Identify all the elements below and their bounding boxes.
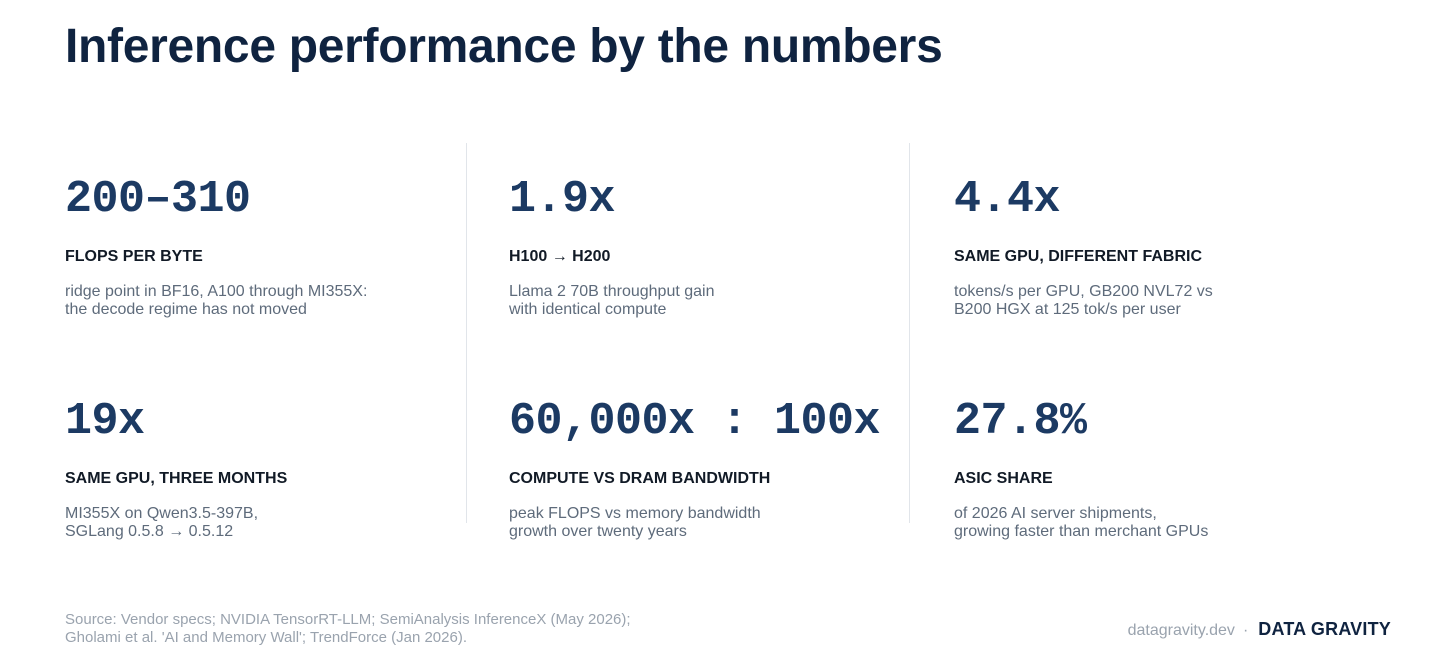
stat-card-h100-h200: 1.9x H100 → H200 Llama 2 70B throughput … bbox=[509, 175, 909, 319]
stat-value: 19x bbox=[65, 396, 145, 447]
stat-description-line: MI355X on Qwen3.5-397B, bbox=[65, 505, 259, 522]
stat-card-different-fabric: 4.4x SAME GPU, DIFFERENT FABRIC tokens/s… bbox=[954, 175, 1354, 319]
stat-label: COMPUTE VS DRAM BANDWIDTH bbox=[509, 470, 771, 487]
stat-label: SAME GPU, DIFFERENT FABRIC bbox=[954, 248, 1203, 265]
stat-card-asic-share: 27.8% ASIC SHARE of 2026 AI server shipm… bbox=[954, 397, 1354, 541]
stat-description: of 2026 AI server shipments, growing fas… bbox=[954, 505, 1354, 541]
source-line: Gholami et al. 'AI and Memory Wall'; Tre… bbox=[65, 629, 467, 646]
stat-value: 27.8% bbox=[954, 396, 1087, 447]
brand-name: DATA GRAVITY bbox=[1258, 619, 1391, 639]
stat-description-line: of 2026 AI server shipments, bbox=[954, 505, 1157, 522]
stat-description: Llama 2 70B throughput gain with identic… bbox=[509, 283, 909, 319]
stat-description-line: tokens/s per GPU, GB200 NVL72 vs bbox=[954, 283, 1213, 300]
stat-description-line: growing faster than merchant GPUs bbox=[954, 523, 1209, 540]
stat-card-three-months: 19x SAME GPU, THREE MONTHS MI355X on Qwe… bbox=[65, 397, 465, 541]
stat-description: tokens/s per GPU, GB200 NVL72 vs B200 HG… bbox=[954, 283, 1354, 319]
stat-label: FLOPS PER BYTE bbox=[65, 248, 203, 265]
stat-description-line: peak FLOPS vs memory bandwidth bbox=[509, 505, 761, 522]
stat-card-compute-vs-dram: 60,000x : 100x COMPUTE VS DRAM BANDWIDTH… bbox=[509, 397, 909, 541]
stat-value: 1.9x bbox=[509, 174, 616, 225]
stat-value: 4.4x bbox=[954, 174, 1061, 225]
stat-description-line: growth over twenty years bbox=[509, 523, 687, 540]
stat-label: SAME GPU, THREE MONTHS bbox=[65, 470, 288, 487]
stat-description-line: ridge point in BF16, A100 through MI355X… bbox=[65, 283, 368, 300]
stat-description: ridge point in BF16, A100 through MI355X… bbox=[65, 283, 465, 319]
stat-label: ASIC SHARE bbox=[954, 470, 1053, 487]
stat-description-line: B200 HGX at 125 tok/s per user bbox=[954, 301, 1181, 318]
stat-label: H100 → H200 bbox=[509, 248, 611, 265]
stat-value: 200–310 bbox=[65, 174, 251, 225]
site-url: datagravity.dev bbox=[1127, 622, 1235, 639]
column-divider-right bbox=[909, 143, 910, 523]
stat-description: MI355X on Qwen3.5-397B, SGLang 0.5.8 → 0… bbox=[65, 505, 465, 541]
stat-value: 60,000x : 100x bbox=[509, 396, 881, 447]
stat-description: peak FLOPS vs memory bandwidth growth ov… bbox=[509, 505, 909, 541]
source-line: Source: Vendor specs; NVIDIA TensorRT-LL… bbox=[65, 611, 631, 628]
stat-description-line: SGLang 0.5.8 → 0.5.12 bbox=[65, 523, 234, 540]
stat-card-flops-per-byte: 200–310 FLOPS PER BYTE ridge point in BF… bbox=[65, 175, 465, 319]
stat-description-line: with identical compute bbox=[509, 301, 667, 318]
stat-description-line: Llama 2 70B throughput gain bbox=[509, 283, 715, 300]
separator-dot: · bbox=[1242, 622, 1249, 639]
page-title: Inference performance by the numbers bbox=[65, 20, 943, 73]
column-divider-left bbox=[466, 143, 467, 523]
stat-description-line: the decode regime has not moved bbox=[65, 301, 307, 318]
source-note: Source: Vendor specs; NVIDIA TensorRT-LL… bbox=[65, 611, 631, 647]
footer-brand: datagravity.dev · DATA GRAVITY bbox=[1128, 619, 1391, 640]
